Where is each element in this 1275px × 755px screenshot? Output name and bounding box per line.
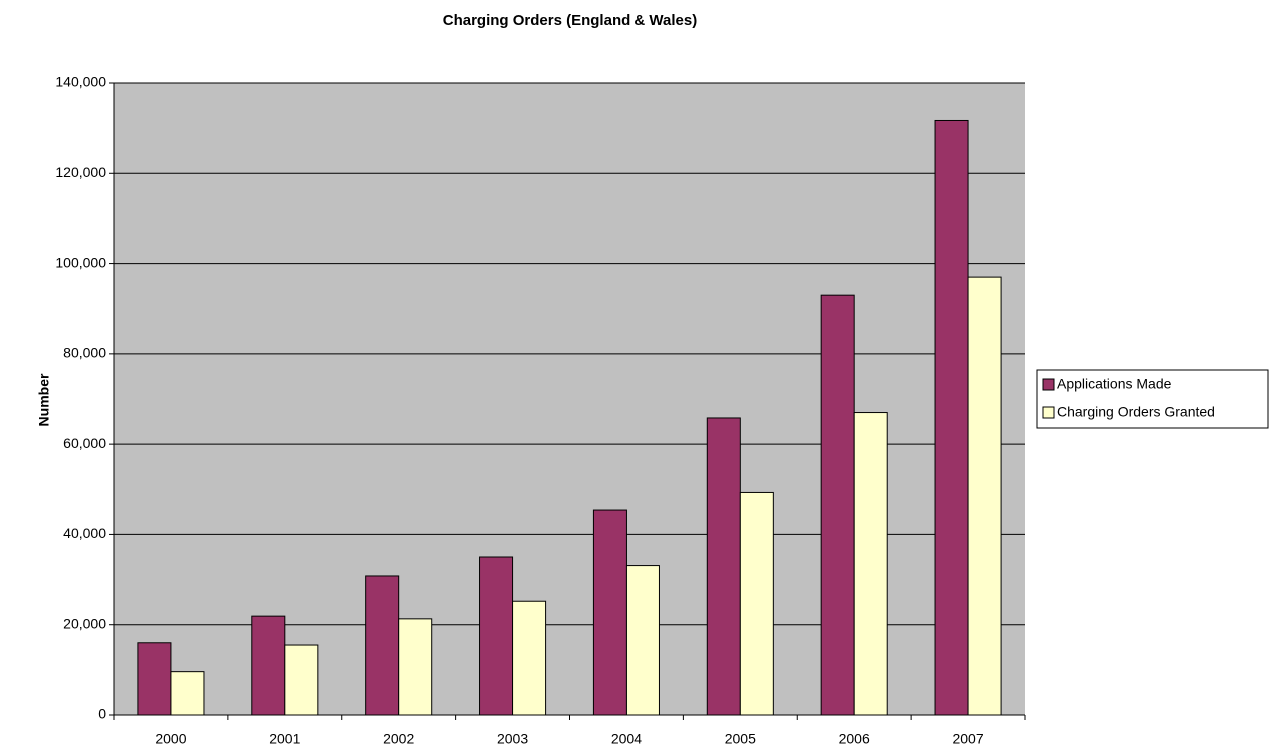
bar (820, 294, 855, 716)
legend-swatch (1042, 406, 1055, 419)
y-tick-label: 120,000 (55, 164, 106, 180)
plot-area (114, 83, 1025, 715)
bar (137, 642, 172, 716)
bar (398, 618, 433, 716)
bar (284, 644, 319, 716)
y-tick-label: 0 (98, 706, 106, 722)
bar (251, 615, 286, 716)
y-tick-label: 80,000 (63, 345, 106, 361)
bar (739, 491, 774, 716)
bar (706, 417, 741, 716)
bar (934, 119, 969, 716)
x-tick-label: 2005 (725, 731, 756, 747)
legend-label: Applications Made (1057, 376, 1172, 392)
x-tick-label: 2001 (269, 731, 300, 747)
bar (365, 575, 400, 716)
bar (512, 600, 547, 716)
x-tick-label: 2004 (611, 731, 642, 747)
x-tick-label: 2002 (383, 731, 414, 747)
legend-label: Charging Orders Granted (1057, 404, 1215, 420)
y-tick-label: 20,000 (63, 615, 106, 631)
x-tick-label: 2000 (155, 731, 186, 747)
legend-box (1036, 369, 1269, 429)
y-tick-label: 60,000 (63, 435, 106, 451)
x-tick-label: 2003 (497, 731, 528, 747)
y-tick-label: 40,000 (63, 525, 106, 541)
y-tick-label: 100,000 (55, 254, 106, 270)
bar (170, 671, 205, 716)
bar (853, 412, 888, 716)
bar (479, 556, 514, 716)
y-tick-label: 140,000 (55, 74, 106, 90)
chart-title: Charging Orders (England & Wales) (443, 12, 697, 29)
legend-swatch (1042, 378, 1055, 391)
x-tick-label: 2006 (839, 731, 870, 747)
bar (592, 509, 627, 716)
bar (967, 276, 1002, 716)
x-tick-label: 2007 (952, 731, 983, 747)
bar (625, 565, 660, 716)
y-axis-title: Number (36, 373, 52, 426)
